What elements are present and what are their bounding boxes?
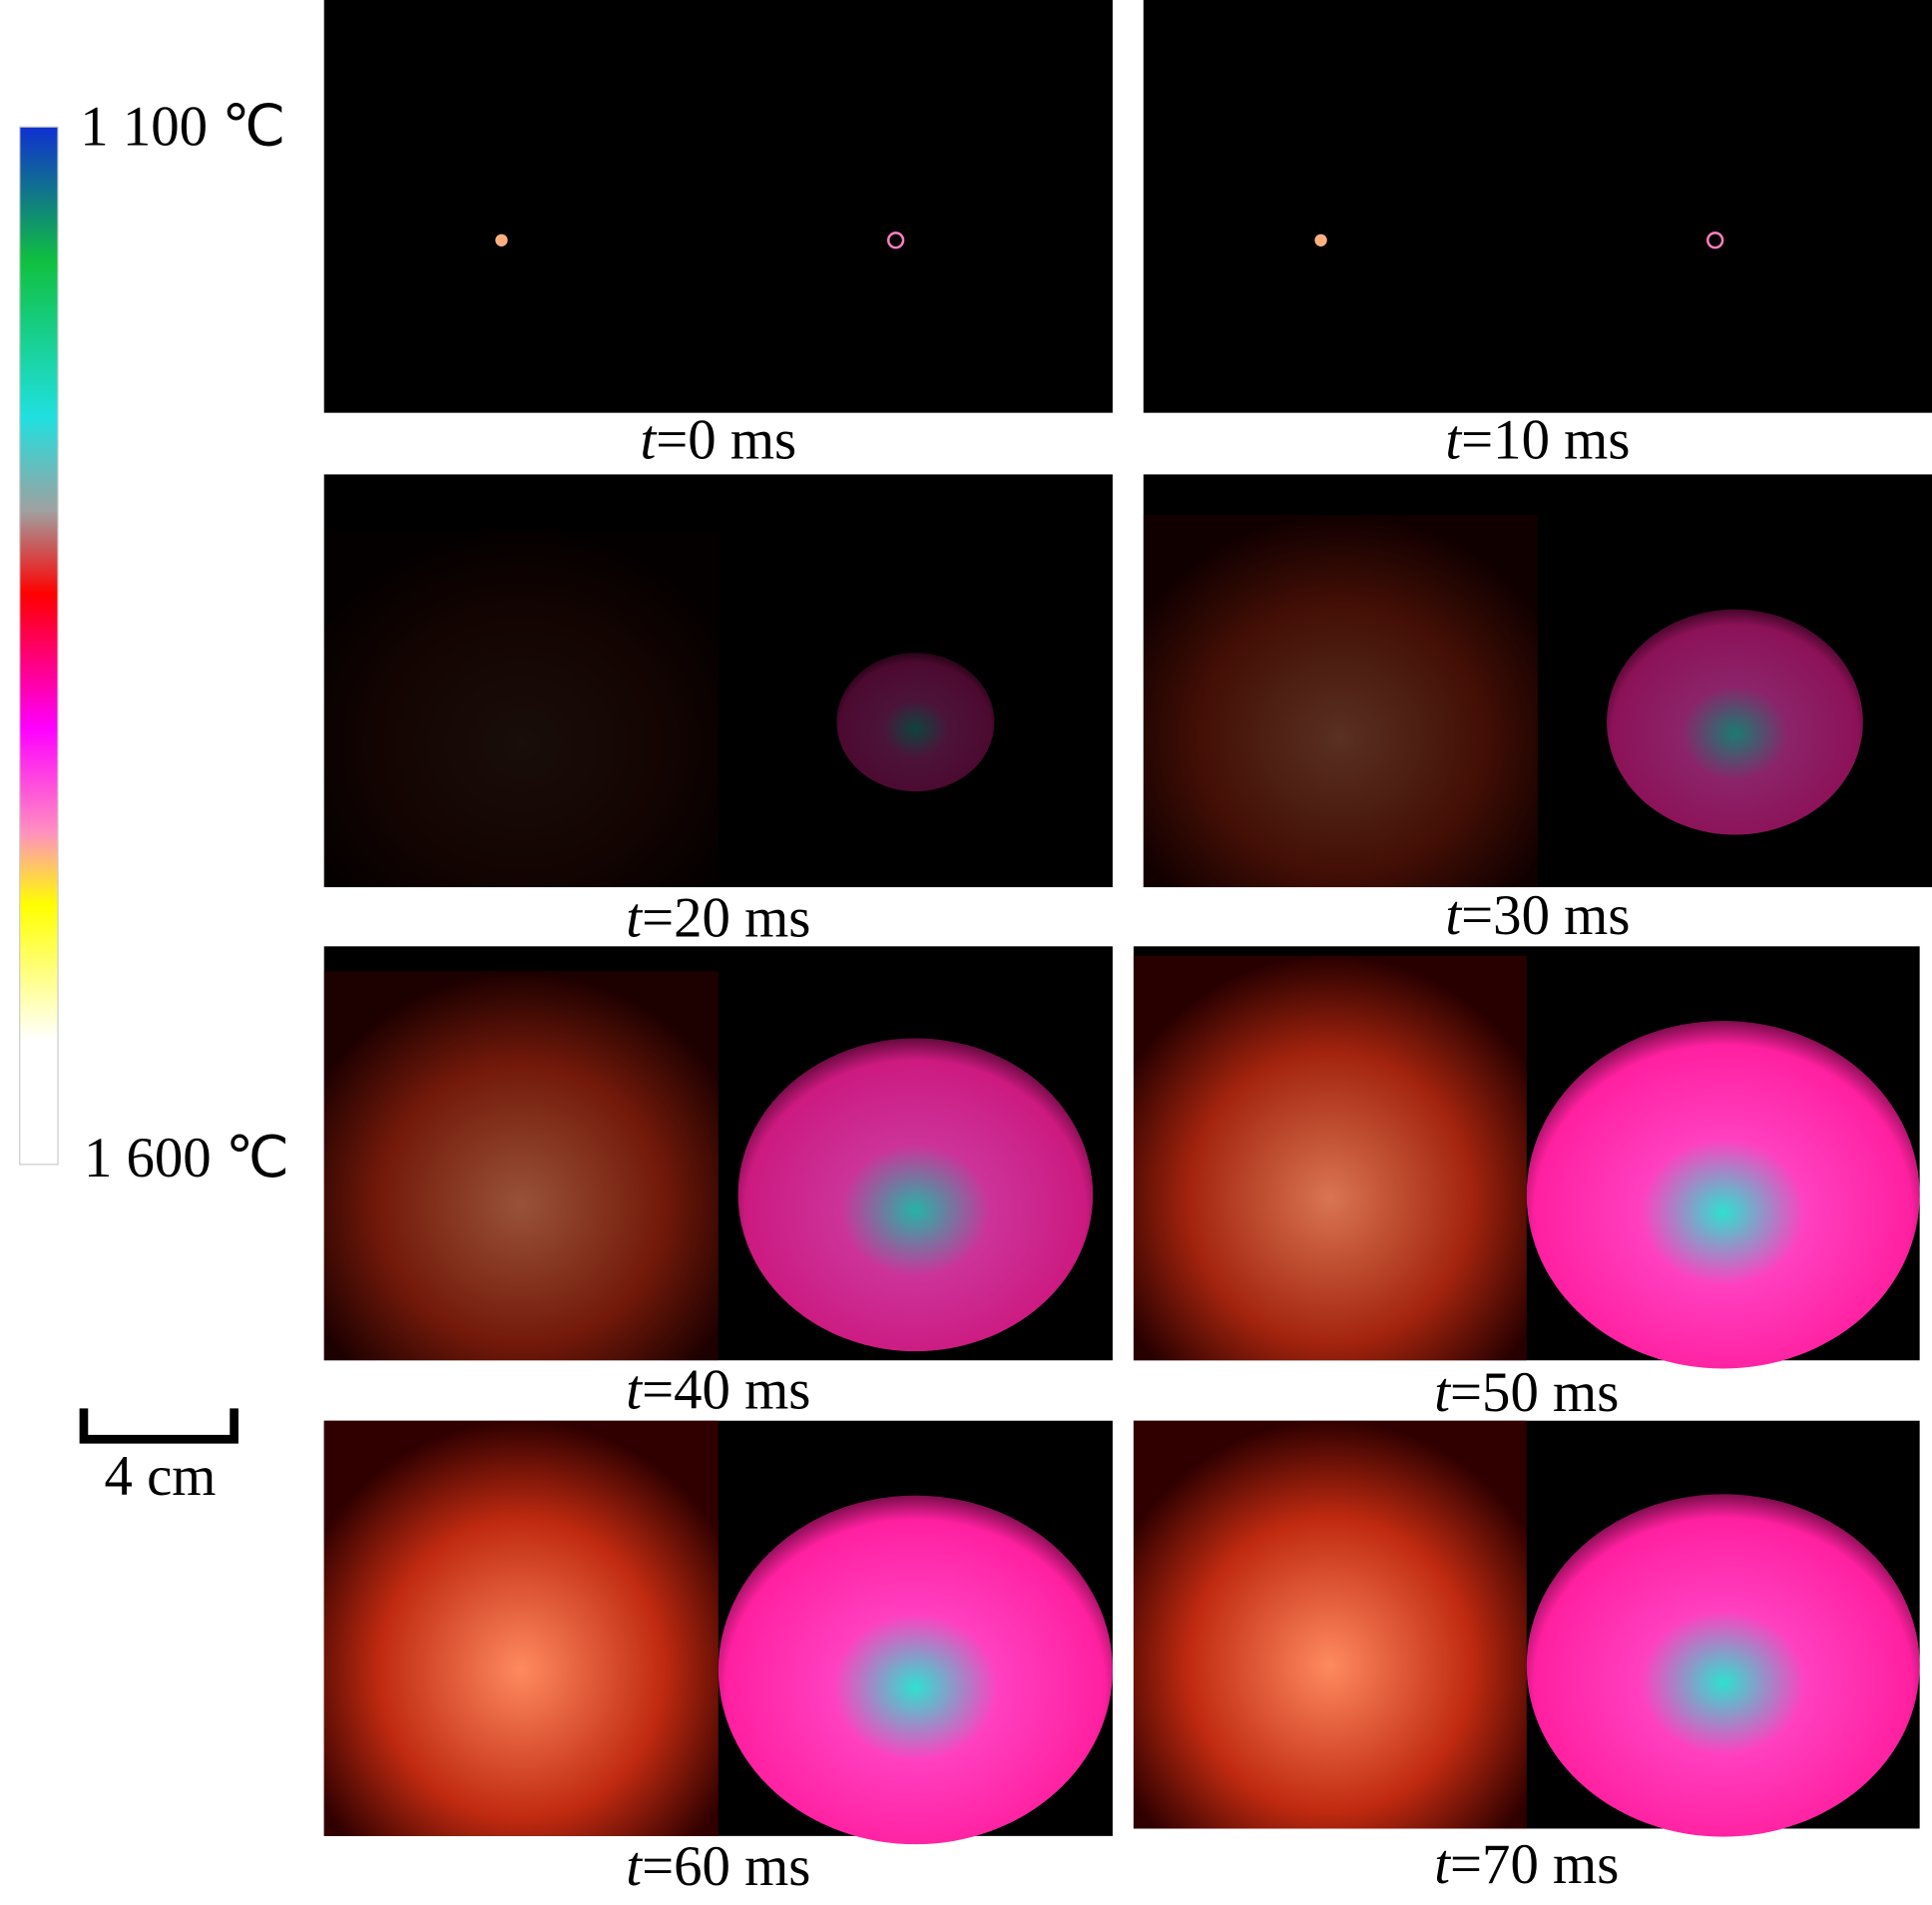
- temperature-map: [836, 653, 995, 792]
- time-value: =60 ms: [642, 1835, 810, 1898]
- time-variable: t: [1434, 1833, 1451, 1896]
- time-value: =70 ms: [1450, 1833, 1619, 1896]
- hot-spot: [1314, 234, 1327, 246]
- temperature-map: [737, 1038, 1094, 1352]
- temperature-map: [1526, 1021, 1920, 1369]
- time-variable: t: [626, 1358, 643, 1421]
- scale-bar-label: 4 cm: [105, 1445, 217, 1508]
- time-variable: t: [1434, 1361, 1451, 1424]
- scale-bar: [79, 1408, 239, 1444]
- hot-spot: [1706, 232, 1724, 249]
- time-value: =30 ms: [1461, 884, 1630, 947]
- colorbar: [19, 126, 59, 1166]
- flame-image: [323, 1420, 719, 1836]
- hot-spot: [886, 232, 905, 249]
- panel-label: t=30 ms: [1445, 884, 1630, 947]
- temperature-map: [1526, 1494, 1920, 1837]
- flame-image: [323, 530, 719, 888]
- time-value: =10 ms: [1461, 408, 1630, 471]
- panel-label: t=40 ms: [626, 1358, 810, 1421]
- panel-label: t=50 ms: [1434, 1361, 1619, 1424]
- time-variable: t: [1445, 408, 1462, 471]
- time-value: =40 ms: [642, 1358, 810, 1421]
- hot-spot: [495, 234, 508, 246]
- time-variable: t: [1445, 884, 1462, 947]
- temperature-map: [718, 1495, 1113, 1845]
- time-variable: t: [641, 408, 658, 471]
- panel-label: t=60 ms: [626, 1835, 810, 1898]
- flame-image: [323, 971, 719, 1361]
- panel-image: [323, 0, 1113, 413]
- time-variable: t: [626, 886, 643, 949]
- time-value: =20 ms: [642, 886, 810, 949]
- panel-label: t=70 ms: [1434, 1833, 1619, 1896]
- panel-image: [1143, 0, 1932, 413]
- panel-label: t=10 ms: [1445, 408, 1630, 471]
- flame-image: [1133, 955, 1527, 1361]
- time-value: =50 ms: [1450, 1361, 1619, 1424]
- flame-image: [1133, 1420, 1527, 1829]
- colorbar-top-label: 1 100 ℃: [80, 96, 285, 159]
- time-value: =0 ms: [656, 408, 796, 471]
- temperature-map: [1607, 609, 1863, 835]
- colorbar-bottom-label: 1 600 ℃: [84, 1127, 289, 1190]
- panel-label: t=20 ms: [626, 886, 810, 949]
- time-variable: t: [626, 1835, 643, 1898]
- panel-label: t=0 ms: [641, 408, 797, 471]
- flame-image: [1143, 514, 1538, 888]
